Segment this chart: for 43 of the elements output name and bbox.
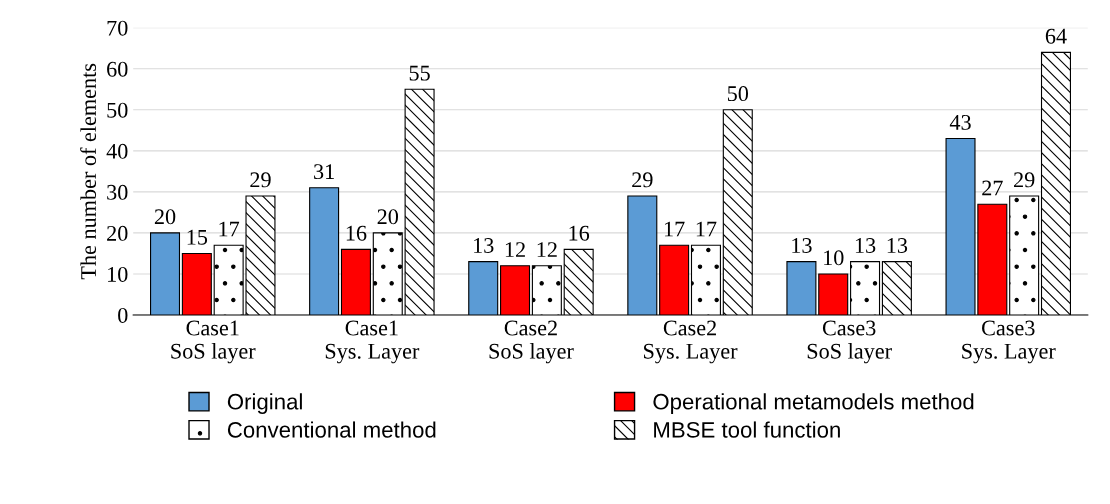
y-tick-label: 50 xyxy=(107,102,128,118)
legend-label: Conventional method xyxy=(227,421,436,438)
y-axis-title: The number of elements xyxy=(80,63,97,280)
data-label: 15 xyxy=(187,229,208,245)
legend-label: Original xyxy=(227,393,302,414)
y-tick-label: 70 xyxy=(107,20,128,36)
data-label: 29 xyxy=(632,172,653,188)
data-label: 43 xyxy=(949,114,971,130)
data-label: 29 xyxy=(1014,172,1035,188)
x-tick-label: Case3 Sys. Layer xyxy=(962,320,1056,364)
x-tick-label: Case3 SoS layer xyxy=(807,320,892,364)
y-tick-label: 20 xyxy=(107,225,128,241)
data-label: 31 xyxy=(314,164,334,180)
data-label: 12 xyxy=(537,242,557,257)
data-label: 10 xyxy=(824,250,844,266)
y-tick-label: 40 xyxy=(106,143,128,159)
legend-label: MBSE tool function xyxy=(654,421,840,438)
data-label: 20 xyxy=(377,209,399,225)
data-label: 64 xyxy=(1045,28,1067,44)
data-label: 29 xyxy=(250,172,271,188)
y-tick-label: 10 xyxy=(108,266,128,282)
x-tick-label: Case2 Sys. Layer xyxy=(644,320,738,364)
data-label: 55 xyxy=(409,65,430,81)
x-tick-label: Case1 SoS layer xyxy=(171,320,256,364)
data-label: 20 xyxy=(154,209,176,225)
data-label: 12 xyxy=(505,242,525,257)
data-label: 50 xyxy=(727,86,749,102)
x-tick-label: Case1 Sys. Layer xyxy=(325,320,420,364)
data-label: 16 xyxy=(569,225,590,241)
data-label: 17 xyxy=(664,221,685,237)
data-label: 17 xyxy=(696,221,717,237)
data-label: 27 xyxy=(982,180,1003,196)
legend-label: Operational metamodels method xyxy=(653,393,974,414)
data-label: 13 xyxy=(855,238,876,253)
data-label: 17 xyxy=(219,221,240,237)
x-tick-label: Case2 SoS layer xyxy=(489,320,574,364)
y-tick-label: 30 xyxy=(107,184,128,200)
data-label: 16 xyxy=(346,225,367,241)
y-tick-label: 60 xyxy=(107,61,128,77)
data-label: 13 xyxy=(887,238,908,253)
data-label: 13 xyxy=(474,238,494,253)
y-tick-label: 0 xyxy=(118,307,128,323)
data-label: 13 xyxy=(792,238,812,253)
